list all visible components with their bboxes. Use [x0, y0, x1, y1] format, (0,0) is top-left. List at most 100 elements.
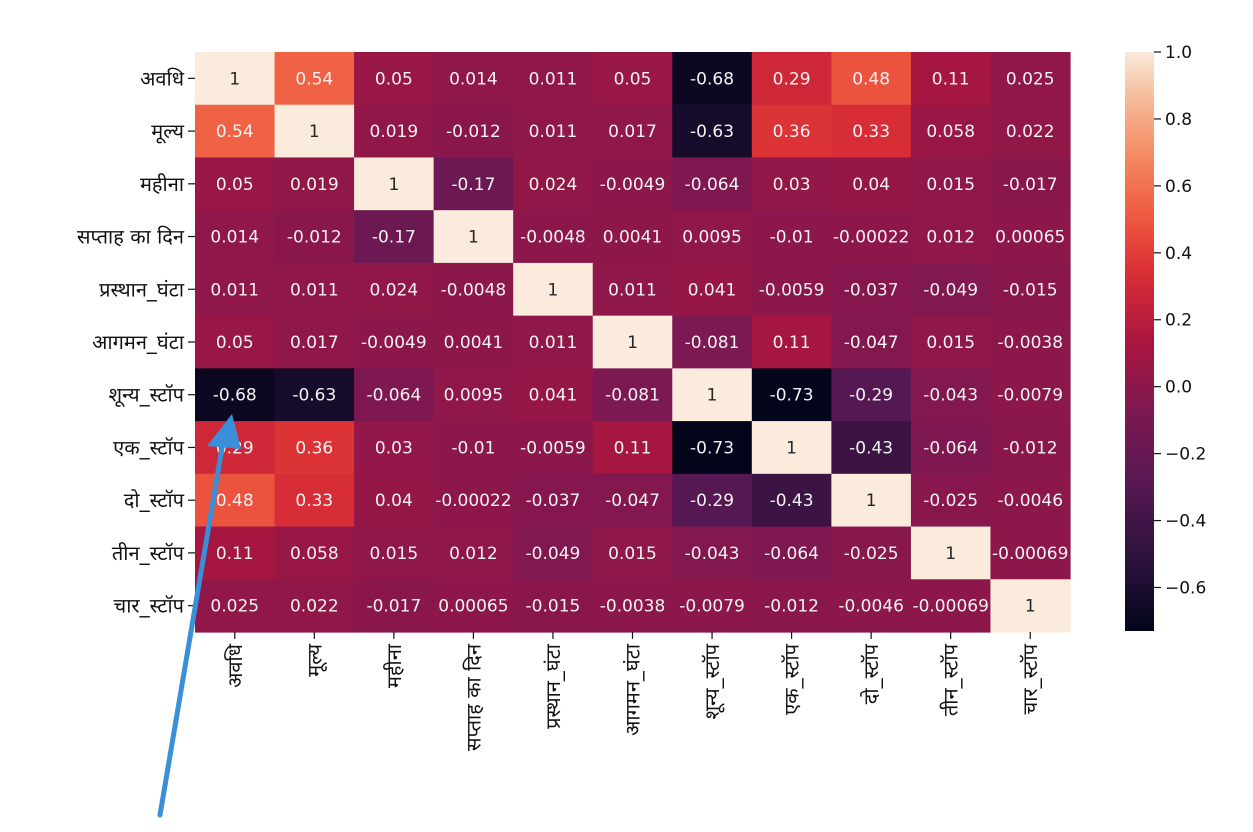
- colorbar-tick-label: 0.0: [1165, 378, 1192, 398]
- heatmap-cell: [990, 421, 1071, 475]
- cell-value-label: -0.064: [366, 386, 421, 406]
- heatmap-cell: [433, 210, 514, 264]
- cell-value-label: 0.04: [852, 175, 890, 195]
- colorbar: [1125, 52, 1154, 631]
- heatmap-cell: [672, 579, 753, 633]
- colorbar-tick-label: 0.8: [1165, 110, 1192, 130]
- cell-value-label: -0.043: [923, 386, 978, 406]
- cell-value-label: 0.012: [926, 228, 975, 248]
- heatmap-cell: [831, 210, 912, 264]
- heatmap-cell: [354, 210, 435, 264]
- cell-value-label: 0.11: [773, 333, 811, 353]
- heatmap-cell: [195, 368, 276, 422]
- heatmap-cell: [195, 210, 276, 264]
- cell-value-label: -0.064: [923, 438, 978, 458]
- heatmap-cell: [274, 368, 355, 422]
- heatmap-cell: [274, 262, 355, 317]
- cell-value-label: -0.0049: [361, 333, 427, 353]
- row-label: महीना: [140, 172, 185, 196]
- cell-value-label: -0.00069: [992, 544, 1068, 564]
- heatmap-cell: [274, 421, 355, 475]
- heatmap-cell: [910, 368, 992, 422]
- cell-value-label: -0.0059: [520, 438, 586, 458]
- heatmap-cell: [672, 262, 753, 317]
- cell-value-label: -0.73: [770, 386, 814, 406]
- cell-value-label: 1: [786, 438, 797, 458]
- cell-value-label: -0.012: [1003, 438, 1058, 458]
- cell-value-label: 0.33: [852, 122, 890, 142]
- heatmap-cell: [433, 421, 514, 475]
- column-label: चार_स्टॉप: [1018, 643, 1042, 714]
- cell-value-label: -0.63: [690, 122, 734, 142]
- heatmap-cell: [354, 157, 435, 211]
- heatmap-cell: [354, 52, 435, 106]
- cell-value-label: 0.48: [216, 491, 254, 511]
- heatmap-cell: [592, 210, 673, 264]
- heatmap-cell: [433, 157, 514, 211]
- heatmap-cell: [513, 52, 594, 106]
- cell-value-label: 0.48: [852, 69, 890, 89]
- heatmap-cell: [672, 421, 753, 475]
- cell-value-label: -0.17: [372, 228, 416, 248]
- cell-value-label: 0.015: [608, 544, 657, 564]
- cell-value-label: 0.011: [290, 280, 339, 300]
- cell-value-label: -0.025: [923, 491, 978, 511]
- cell-value-label: -0.0046: [838, 597, 904, 617]
- cell-value-label: 0.05: [375, 69, 413, 89]
- cell-value-label: 0.0041: [603, 228, 662, 248]
- cell-value-label: 0.36: [773, 122, 811, 142]
- heatmap-cell: [433, 315, 514, 369]
- heatmap-cell: [354, 421, 435, 475]
- cell-value-label: -0.68: [690, 69, 734, 89]
- heatmap-cell: [433, 473, 514, 528]
- heatmap-cell: [831, 104, 912, 159]
- heatmap-cell: [274, 526, 355, 580]
- colorbar-tick-label: 0.2: [1165, 311, 1192, 331]
- column-label: प्रस्थान_घंटा: [541, 643, 565, 729]
- cell-value-label: 1: [945, 544, 956, 564]
- cell-value-label: 0.011: [210, 280, 259, 300]
- cell-value-label: -0.012: [764, 597, 819, 617]
- heatmap-cell: [910, 526, 992, 580]
- heatmap-cell: [513, 368, 594, 422]
- heatmap-cell: [910, 210, 992, 264]
- heatmap-cell: [831, 157, 912, 211]
- colorbar-tick-label: 0.4: [1165, 244, 1192, 264]
- heatmap-cell: [990, 473, 1071, 528]
- cell-value-label: 0.11: [614, 438, 652, 458]
- heatmap-cell: [990, 526, 1071, 580]
- cell-value-label: -0.0038: [600, 597, 666, 617]
- heatmap-cell: [433, 52, 514, 106]
- cell-value-label: -0.01: [451, 438, 495, 458]
- heatmap-cell: [831, 579, 912, 633]
- heatmap-cell: [513, 210, 594, 264]
- colorbar-tick-label: −0.2: [1165, 445, 1206, 465]
- heatmap-cell: [831, 368, 912, 422]
- cell-value-label: -0.012: [287, 228, 342, 248]
- cell-value-label: 0.015: [926, 175, 975, 195]
- cell-value-label: -0.29: [849, 386, 893, 406]
- cell-value-label: -0.064: [685, 175, 740, 195]
- heatmap-cell: [672, 368, 753, 422]
- heatmap-cell: [672, 157, 753, 211]
- cell-value-label: 0.05: [216, 333, 254, 353]
- cell-value-label: 0.041: [529, 386, 578, 406]
- heatmap-cell: [513, 315, 594, 369]
- heatmap-cell: [354, 579, 435, 633]
- colorbar-tick-label: −0.6: [1165, 578, 1206, 598]
- heatmap-cell: [274, 315, 355, 369]
- cell-value-label: -0.025: [844, 544, 899, 564]
- cell-value-label: -0.081: [685, 333, 740, 353]
- heatmap-cell: [592, 526, 673, 580]
- cell-value-label: -0.29: [690, 491, 734, 511]
- row-label: तीन_स्टॉप: [112, 541, 185, 565]
- heatmap-cell: [751, 579, 832, 633]
- cell-value-label: -0.17: [451, 175, 495, 195]
- heatmap-cell: [672, 104, 753, 159]
- cell-value-label: -0.0059: [759, 280, 825, 300]
- heatmap-cell: [354, 526, 435, 580]
- cell-value-label: -0.0048: [441, 280, 507, 300]
- cell-value-label: 0.04: [375, 491, 413, 511]
- cell-value-label: -0.00069: [912, 597, 988, 617]
- heatmap-cell: [513, 262, 594, 317]
